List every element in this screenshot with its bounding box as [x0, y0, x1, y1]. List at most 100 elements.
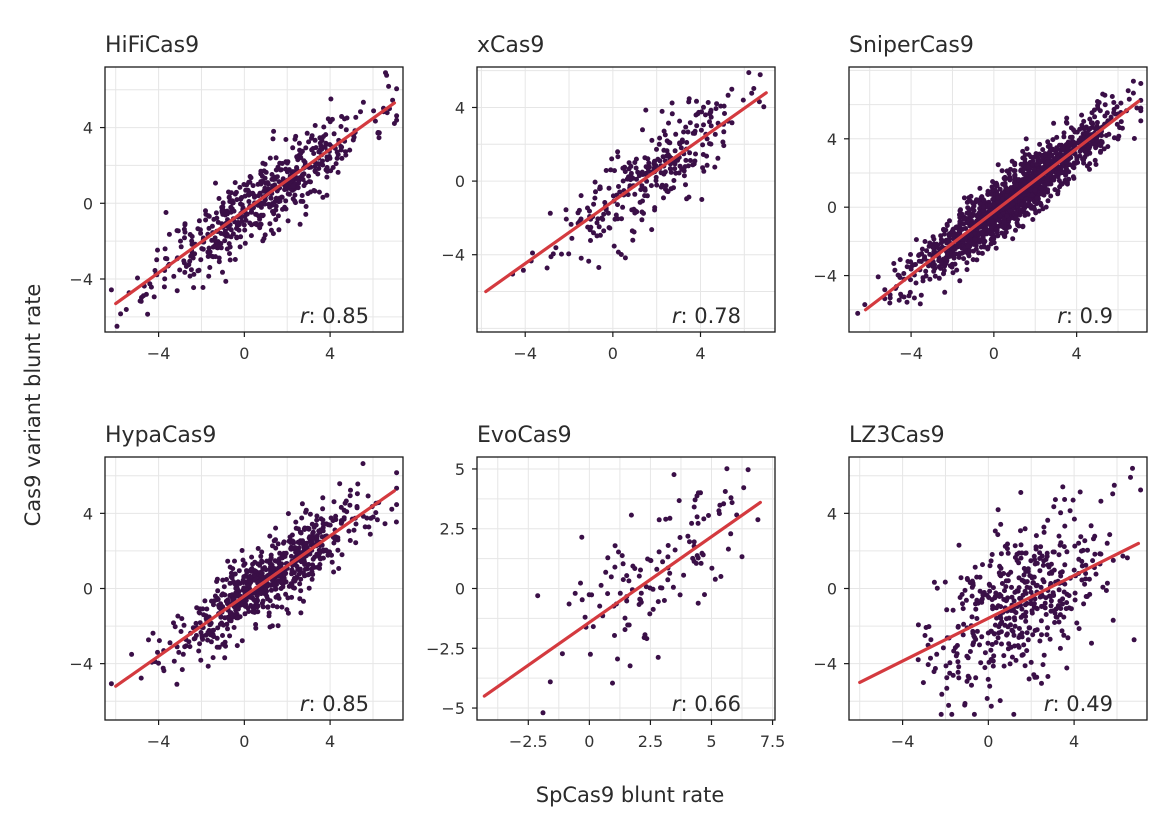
data-point	[351, 134, 357, 140]
data-point	[339, 552, 345, 558]
data-point	[299, 501, 305, 507]
data-point	[288, 546, 294, 552]
data-point	[384, 72, 390, 78]
data-point	[1011, 598, 1017, 604]
data-point	[631, 229, 637, 235]
data-point	[1088, 523, 1094, 529]
data-point	[205, 213, 211, 219]
data-point	[966, 211, 972, 217]
data-point	[718, 574, 724, 579]
data-point	[1061, 134, 1067, 140]
data-point	[957, 224, 963, 229]
data-point	[939, 244, 945, 250]
data-point	[982, 665, 988, 671]
data-point	[1045, 139, 1051, 145]
data-point	[660, 154, 666, 160]
data-point	[1038, 544, 1044, 550]
data-point	[547, 210, 553, 216]
data-point	[1070, 497, 1076, 503]
data-point	[971, 208, 977, 214]
data-point	[1037, 638, 1043, 644]
data-point	[1020, 592, 1026, 598]
data-point	[582, 614, 588, 620]
data-point	[578, 580, 583, 586]
data-point	[1018, 528, 1023, 534]
data-point	[611, 243, 617, 249]
data-point	[1050, 137, 1056, 143]
data-point	[1056, 533, 1062, 539]
data-point	[1034, 151, 1040, 157]
data-point	[214, 576, 220, 582]
data-point	[926, 624, 932, 630]
data-point	[237, 244, 243, 250]
data-point	[1045, 198, 1051, 204]
data-point	[670, 584, 676, 590]
data-point	[299, 148, 305, 154]
data-point	[740, 97, 746, 103]
data-point	[1087, 126, 1093, 131]
regression-line	[484, 91, 768, 294]
data-point	[320, 517, 326, 523]
data-point	[1040, 147, 1046, 153]
data-point	[220, 633, 225, 638]
data-point	[578, 255, 584, 261]
x-tick-label: 4	[1069, 732, 1079, 751]
data-point	[260, 213, 265, 219]
data-point	[300, 538, 305, 544]
data-point	[708, 114, 714, 120]
data-point	[215, 243, 221, 249]
data-point	[691, 539, 697, 545]
data-point	[1051, 567, 1057, 573]
data-point	[354, 505, 360, 511]
data-point	[663, 186, 668, 192]
data-point	[225, 626, 230, 632]
data-point	[685, 533, 691, 539]
data-point	[285, 595, 291, 601]
data-point	[259, 549, 265, 555]
data-point	[1120, 553, 1126, 559]
x-tick-label: −4	[899, 344, 923, 363]
data-point	[1027, 585, 1033, 591]
data-point	[659, 585, 665, 591]
data-point	[1042, 605, 1048, 611]
data-point	[603, 569, 609, 575]
data-point	[1138, 108, 1144, 114]
data-point	[1048, 598, 1054, 604]
data-point	[311, 151, 317, 156]
data-point	[227, 257, 233, 263]
data-point	[887, 300, 893, 306]
data-point	[681, 572, 687, 578]
data-point	[1023, 172, 1029, 177]
data-point	[947, 218, 952, 224]
data-point	[1061, 589, 1067, 595]
data-point	[1060, 145, 1066, 151]
data-point	[991, 653, 997, 659]
data-point	[306, 585, 312, 591]
data-point	[197, 620, 203, 626]
data-point	[390, 97, 396, 103]
data-point	[358, 109, 363, 115]
data-point	[175, 613, 181, 619]
data-point	[695, 111, 701, 117]
data-point	[964, 576, 970, 581]
plot-frame	[104, 66, 404, 333]
data-point	[272, 558, 278, 564]
data-point	[1031, 154, 1037, 160]
data-point	[1087, 166, 1092, 172]
data-point	[640, 172, 646, 177]
data-point	[265, 573, 270, 579]
data-point	[223, 598, 229, 604]
data-point	[695, 600, 701, 606]
data-point	[749, 90, 755, 96]
data-point	[721, 129, 727, 135]
data-point	[988, 657, 994, 662]
data-point	[908, 266, 914, 272]
data-point	[300, 172, 306, 177]
data-point	[155, 247, 160, 253]
data-point	[1037, 141, 1043, 147]
data-point	[989, 552, 995, 557]
data-point	[679, 137, 685, 143]
data-point	[285, 218, 291, 224]
data-point	[977, 574, 983, 580]
correlation-symbol: r	[672, 304, 682, 328]
